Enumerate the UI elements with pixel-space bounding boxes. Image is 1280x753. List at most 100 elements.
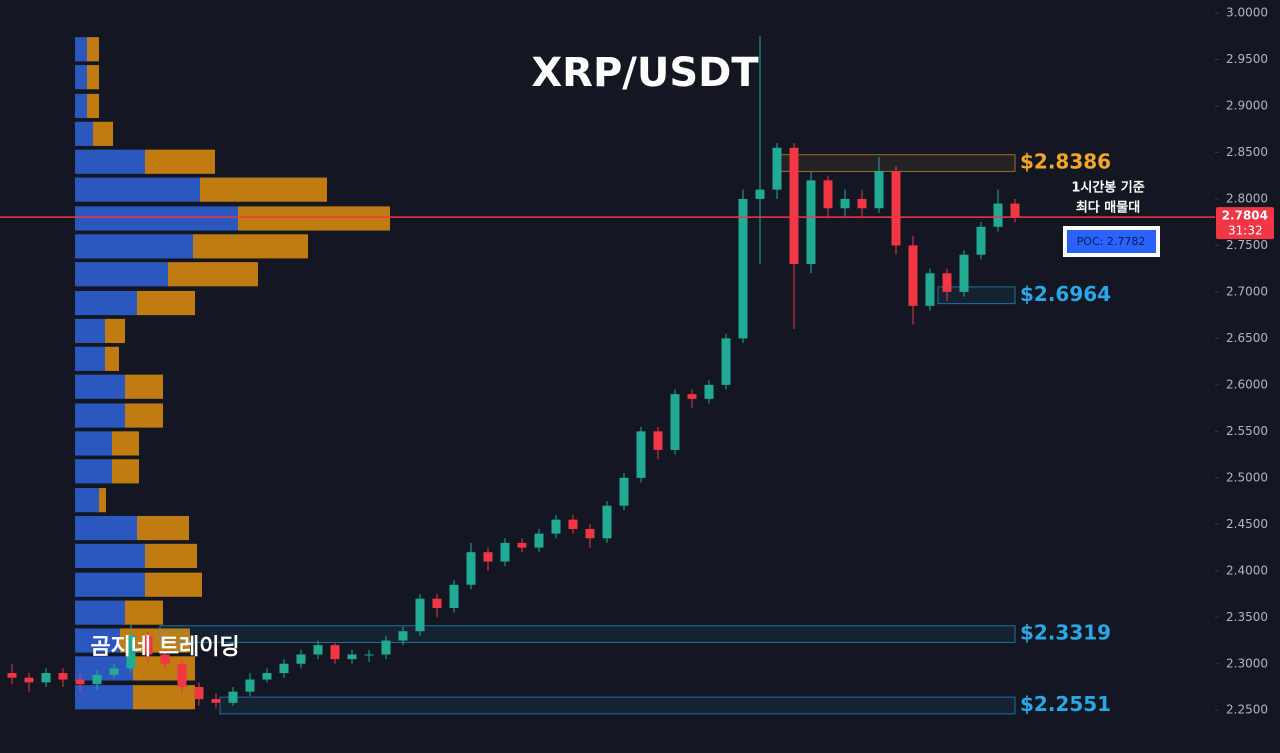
- profile-buy: [75, 121, 93, 146]
- profile-sell: [137, 515, 189, 541]
- poc-box: [1067, 230, 1156, 253]
- candle-body: [704, 384, 714, 399]
- candle-body: [891, 171, 901, 246]
- candle-body: [772, 147, 782, 190]
- profile-buy: [75, 206, 238, 231]
- profile-buy: [75, 234, 193, 259]
- level-zone: [159, 625, 1016, 643]
- candle-body: [823, 180, 833, 209]
- candle-body: [211, 699, 221, 703]
- profile-buy: [75, 628, 120, 653]
- y-tick-label: 3.0000: [1226, 6, 1268, 20]
- candle-body: [245, 679, 255, 692]
- level-zone: [779, 154, 1016, 172]
- y-tick-label: 2.4500: [1226, 517, 1268, 531]
- level-label: $2.8386: [1020, 150, 1111, 174]
- countdown: 31:32: [1228, 224, 1263, 238]
- candle-body: [500, 542, 510, 562]
- candle-body: [160, 654, 170, 664]
- candle-body: [993, 203, 1003, 227]
- candle-body: [466, 552, 476, 585]
- poc-label: POC: 2.7782: [1077, 235, 1146, 248]
- profile-sell: [168, 262, 258, 287]
- y-tick-label: 2.2500: [1226, 703, 1268, 717]
- candle-body: [313, 645, 323, 655]
- candle-body: [908, 245, 918, 306]
- candle-body: [874, 171, 884, 209]
- candle-body: [738, 198, 748, 339]
- candle-body: [670, 394, 680, 450]
- y-tick-label: 2.6000: [1226, 377, 1268, 391]
- profile-sell: [193, 234, 308, 259]
- profile-sell: [87, 93, 99, 119]
- candle-body: [177, 663, 187, 687]
- y-tick-label: 2.9000: [1226, 98, 1268, 112]
- profile-sell: [125, 600, 163, 625]
- profile-buy: [75, 459, 112, 484]
- candle-body: [687, 394, 697, 399]
- profile-buy: [75, 685, 133, 710]
- y-tick-label: 2.8000: [1226, 191, 1268, 205]
- candle-body: [58, 673, 68, 680]
- candle-body: [449, 584, 459, 608]
- candle-body: [806, 180, 816, 265]
- candle-body: [959, 254, 969, 292]
- candle-body: [653, 431, 663, 450]
- profile-buy: [75, 656, 133, 681]
- candle-body: [721, 338, 731, 385]
- candle-body: [330, 645, 340, 660]
- candle-body: [551, 519, 561, 534]
- last-price-label: 2.7804: [1222, 209, 1268, 223]
- candle-body: [483, 552, 493, 562]
- y-tick-label: 2.7000: [1226, 284, 1268, 298]
- poc-note: 1시간봉 기준: [1071, 180, 1144, 196]
- profile-buy: [75, 488, 99, 513]
- candle-body: [432, 598, 442, 608]
- profile-sell: [125, 374, 163, 399]
- profile-sell: [145, 572, 202, 597]
- profile-sell: [112, 459, 139, 484]
- profile-buy: [75, 600, 125, 625]
- level-zone: [937, 286, 1016, 305]
- profile-sell: [99, 488, 106, 513]
- profile-buy: [75, 515, 137, 541]
- profile-buy: [75, 93, 87, 119]
- candle-body: [857, 198, 867, 209]
- profile-buy: [75, 37, 87, 62]
- candle-body: [109, 668, 119, 675]
- profile-sell: [87, 65, 99, 90]
- candle-body: [126, 635, 136, 669]
- candle-body: [228, 691, 238, 703]
- candle-body: [7, 673, 17, 678]
- candle-body: [41, 673, 51, 683]
- y-tick-label: 2.3000: [1226, 656, 1268, 670]
- profile-buy: [75, 543, 145, 569]
- last-price-box: [1216, 207, 1274, 240]
- candle-body: [194, 686, 204, 700]
- y-tick-label: 2.5000: [1226, 470, 1268, 484]
- candle-body: [1010, 203, 1020, 218]
- candle-body: [381, 640, 391, 655]
- candle-body: [296, 654, 306, 664]
- profile-sell: [125, 403, 163, 428]
- level-label: $2.3319: [1020, 621, 1111, 645]
- profile-sell: [145, 149, 215, 174]
- level-zone: [219, 696, 1016, 715]
- y-tick-label: 2.5500: [1226, 424, 1268, 438]
- level-label: $2.6964: [1020, 282, 1111, 306]
- profile-buy: [75, 177, 200, 202]
- profile-buy: [75, 374, 125, 399]
- y-tick-label: 2.7500: [1226, 238, 1268, 252]
- profile-buy: [75, 431, 112, 456]
- candle-body: [24, 677, 34, 683]
- profile-buy: [75, 290, 137, 316]
- y-tick-label: 2.9500: [1226, 52, 1268, 66]
- candle-body: [602, 505, 612, 539]
- y-tick-label: 2.3500: [1226, 610, 1268, 624]
- candle-body: [143, 635, 153, 655]
- profile-buy: [75, 346, 105, 371]
- profile-sell: [145, 543, 197, 569]
- profile-buy: [75, 572, 145, 597]
- candle-body: [534, 533, 544, 548]
